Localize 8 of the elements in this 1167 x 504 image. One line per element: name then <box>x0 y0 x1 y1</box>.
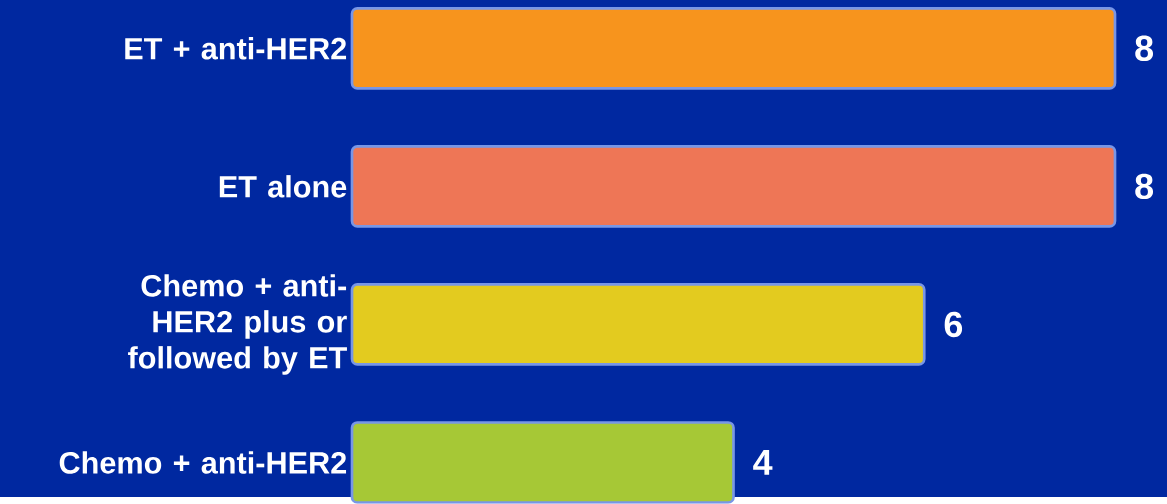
data-label: 8 <box>1135 35 1154 62</box>
y-tick-label: ET alone <box>219 175 347 198</box>
y-tick-label: ET + anti-HER2 <box>125 37 347 60</box>
data-label: 4 <box>753 450 773 475</box>
data-label: 6 <box>944 311 963 338</box>
y-tick-label: Chemo + anti-HER2 plus or followed by ET <box>128 274 347 375</box>
y-tick-label: Chemo + anti-HER2 <box>59 451 347 474</box>
data-label: 8 <box>1135 173 1154 200</box>
